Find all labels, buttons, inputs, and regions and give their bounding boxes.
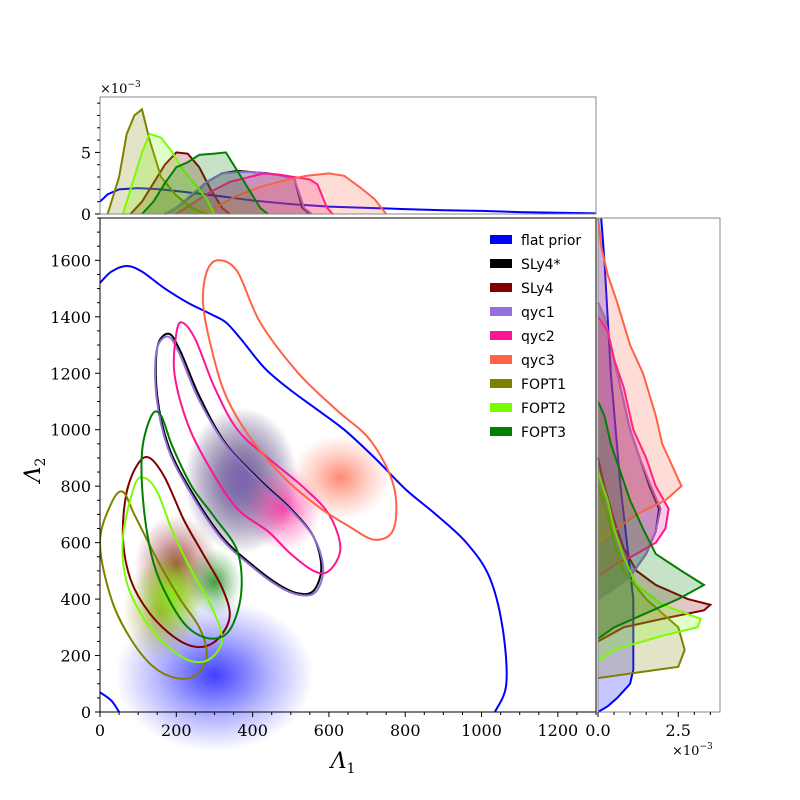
legend-swatch-sly4-star (490, 259, 512, 268)
density-fopt3 (187, 548, 242, 617)
y-tick-label: 1200 (50, 364, 91, 383)
legend-label-sly4: SLy4 (521, 281, 554, 297)
legend-label-fopt3: FOPT3 (521, 425, 566, 441)
top-fill-sly4-star (164, 170, 310, 214)
legend-swatch-qyc3 (490, 355, 512, 364)
right-x-tick-label: 2.5 (666, 721, 691, 740)
y-tick-label: 1400 (50, 308, 91, 327)
y-tick-label: 200 (60, 647, 91, 666)
top-fill-fopt3 (141, 152, 268, 214)
top-marginal-densities (99, 107, 597, 215)
top-line-qyc3 (195, 172, 387, 215)
x-axis-label-subscript: 1 (346, 761, 355, 777)
right-fill-fopt2 (598, 472, 701, 662)
right-line-fopt1 (597, 485, 686, 680)
right-line-qyc3 (597, 217, 683, 544)
top-line-sly4 (129, 151, 231, 215)
top-line-qyc1 (163, 171, 313, 215)
main-y-ticks: 0 200 400 600 800 1000 1200 1400 1600 (50, 217, 100, 722)
contour-qyc3 (201, 259, 398, 541)
x-axis-label: Λ1 (329, 749, 356, 777)
contour-flat-prior (100, 264, 508, 712)
right-fill-qyc2 (598, 316, 669, 577)
legend-label-qyc2: qyc2 (521, 329, 555, 345)
contour-sly4-star (154, 332, 323, 596)
y-tick-label: 1000 (50, 421, 91, 440)
y-tick-label: 600 (60, 534, 91, 553)
top-plot-frame (99, 96, 597, 215)
contour-qyc1 (154, 335, 325, 597)
right-plot-frame (597, 217, 721, 713)
main-joint-plot: 0 200 400 600 800 1000 1200 0 200 400 600 800 1000 1… (21, 217, 597, 777)
top-fill-qyc3 (195, 173, 387, 214)
legend-swatch-fopt2 (490, 403, 512, 412)
legend-swatch-fopt3 (490, 427, 512, 436)
legend-swatch-flat-prior (490, 235, 512, 244)
legend-label-qyc1: qyc1 (521, 305, 555, 321)
right-axis-multiplier: ×10−3 (672, 742, 713, 759)
right-x-ticks: 0.0 2.5 (585, 712, 711, 740)
right-line-sly4 (597, 457, 713, 643)
top-fill-fopt2 (122, 133, 215, 214)
legend-label-fopt1: FOPT1 (521, 377, 566, 393)
top-fill-qyc2 (176, 173, 333, 214)
top-line-qyc2 (175, 172, 334, 215)
x-tick-label: 0 (95, 721, 105, 740)
main-x-ticks: 0 200 400 600 800 1000 1200 (95, 712, 597, 740)
y-tick-label: 800 (60, 477, 91, 496)
legend-label-qyc3: qyc3 (521, 353, 555, 369)
legend-label-flat-prior: flat prior (521, 233, 581, 249)
right-fill-fopt3 (598, 401, 704, 639)
top-y-tick-label: 0 (81, 205, 91, 224)
x-tick-label: 1000 (461, 721, 502, 740)
right-marginal-densities (597, 217, 713, 713)
right-line-fopt3 (597, 401, 706, 640)
legend-label-fopt2: FOPT2 (521, 401, 566, 417)
right-fill-qyc3 (598, 218, 682, 543)
top-marginal-plot: 05 ×10−3 (81, 80, 597, 224)
contour-flat-prior-corner (100, 691, 120, 712)
right-x-tick-label: 0.0 (585, 721, 610, 740)
legend-label-sly4-star: SLy4* (521, 257, 561, 273)
top-line-fopt3 (141, 151, 269, 215)
right-fill-flat-prior (598, 218, 634, 712)
right-line-qyc2 (597, 316, 670, 578)
legend: flat prior SLy4* SLy4 qyc1 qyc2 qyc3 FOPT1 FOPT… (490, 233, 581, 441)
contour-sly4 (121, 456, 231, 649)
x-tick-label: 800 (390, 721, 421, 740)
x-tick-label: 600 (314, 721, 345, 740)
y-tick-label: 1600 (50, 251, 91, 270)
contour-fopt2 (121, 476, 224, 664)
top-line-fopt1 (106, 107, 208, 215)
legend-swatch-qyc1 (490, 307, 512, 316)
top-y-tick-label: 5 (81, 143, 91, 162)
legend-swatch-sly4 (490, 283, 512, 292)
right-fill-fopt1 (598, 486, 685, 679)
right-line-fopt2 (597, 471, 703, 663)
y-tick-label: 0 (81, 703, 91, 722)
top-fill-fopt1 (107, 109, 207, 214)
right-fill-sly4 (598, 457, 711, 642)
y-axis-label: Λ2 (21, 458, 49, 485)
y-tick-label: 400 (60, 590, 91, 609)
right-axis-multiplier-exponent: −3 (699, 742, 713, 752)
legend-swatch-fopt1 (490, 379, 512, 388)
legend-swatch-qyc2 (490, 331, 512, 340)
x-tick-label: 400 (237, 721, 268, 740)
credible-contours (100, 259, 508, 712)
right-marginal-plot: 0.0 2.5 ×10−3 (585, 217, 721, 759)
y-axis-label-subscript: 2 (33, 458, 49, 467)
contour-qyc2 (172, 321, 342, 575)
top-y-ticks: 05 (81, 102, 100, 224)
top-axis-multiplier: ×10−3 (100, 80, 141, 97)
top-line-fopt2 (121, 132, 216, 215)
x-tick-label: 1200 (537, 721, 578, 740)
top-axis-multiplier-exponent: −3 (127, 80, 141, 90)
x-tick-label: 200 (161, 721, 192, 740)
contour-fopt1 (100, 490, 208, 680)
contour-fopt3 (140, 410, 243, 640)
